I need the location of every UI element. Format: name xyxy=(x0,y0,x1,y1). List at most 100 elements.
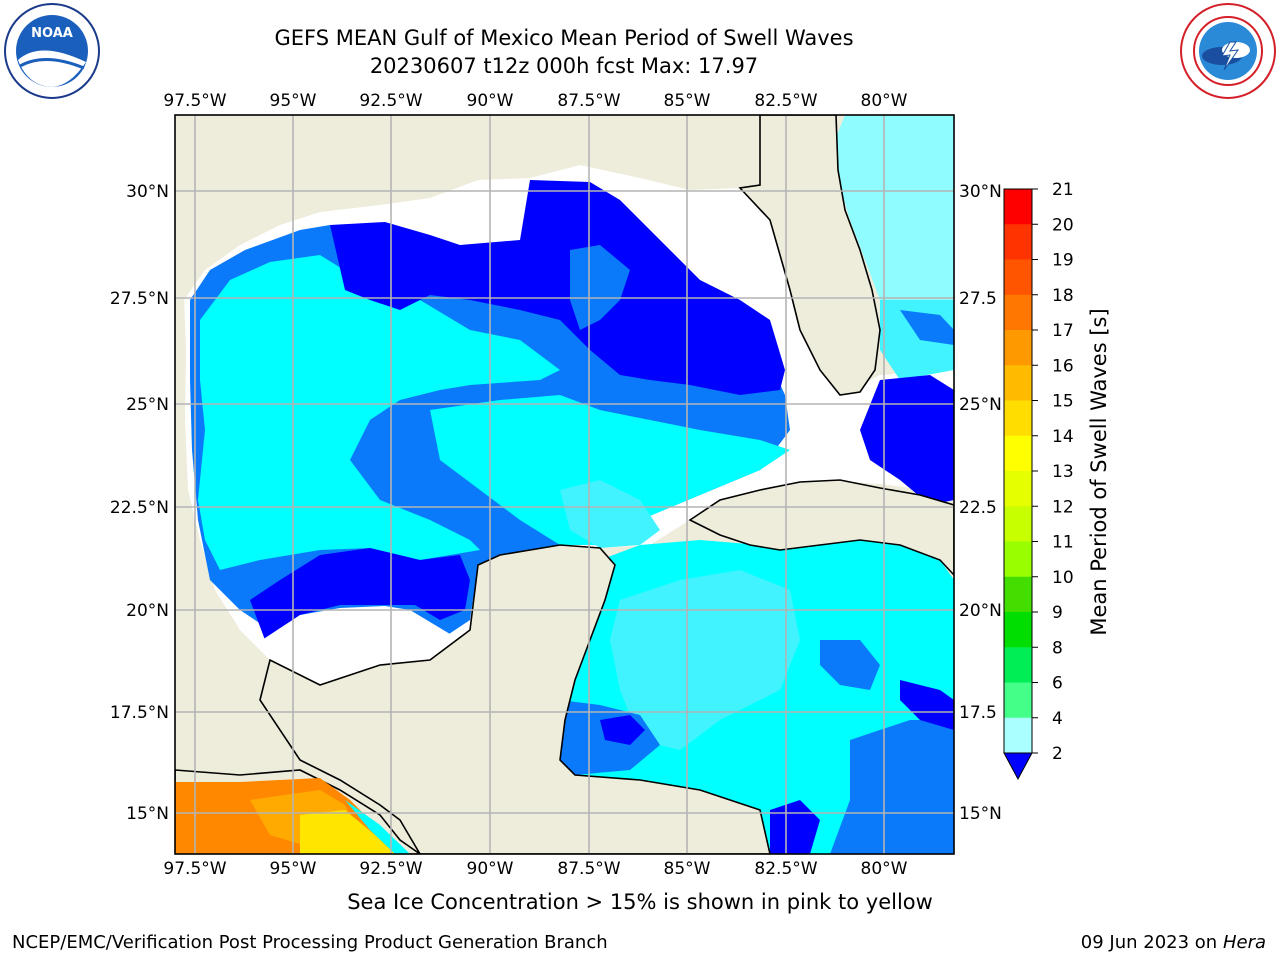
noaa-logo-text: NOAA xyxy=(31,26,73,41)
colorbar-tick-label: 9 xyxy=(1052,603,1063,623)
atlantic-strip-blue xyxy=(900,310,954,345)
colorbar-segment xyxy=(1004,647,1032,683)
lon-label-bottom: 92.5°W xyxy=(359,859,422,879)
nws-logo xyxy=(1180,3,1276,99)
swell-patch-blue xyxy=(570,245,630,330)
swell-patch-se-blue xyxy=(830,720,954,854)
colorbar-segment xyxy=(1004,717,1032,754)
colorbar-tick-label: 15 xyxy=(1052,392,1074,412)
colorbar-segment xyxy=(1004,541,1032,578)
lat-label-right: 20°N xyxy=(959,601,1002,621)
colorbar-tick-label: 14 xyxy=(1052,427,1074,447)
lat-label-left: 15°N xyxy=(126,804,169,824)
lat-label-right: 22.5 xyxy=(959,498,997,518)
colorbar-segment xyxy=(1004,224,1032,260)
lon-label-top: 97.5°W xyxy=(163,91,226,111)
no-data-campeche xyxy=(262,606,460,685)
lon-label-bottom: 87.5°W xyxy=(557,859,620,879)
swell-patch-honduras-dark xyxy=(600,715,645,745)
colorbar-tick-label: 11 xyxy=(1052,533,1074,553)
mexico-land xyxy=(259,544,771,854)
colorbar-segment xyxy=(1004,259,1032,296)
lat-label-left: 17.5°N xyxy=(110,703,169,723)
footer-credit: NCEP/EMC/Verification Post Processing Pr… xyxy=(12,932,608,953)
lon-label-top: 87.5°W xyxy=(557,91,620,111)
lon-labels-bottom: 97.5°W 95°W 92.5°W 90°W 87.5°W 85°W 82.5… xyxy=(163,859,907,879)
lat-label-left: 25°N xyxy=(126,395,169,415)
colorbar-segment xyxy=(1004,506,1032,542)
colorbar-tick-label: 17 xyxy=(1052,321,1074,341)
lat-label-left: 27.5°N xyxy=(110,289,169,309)
colorbar-tick-label: 8 xyxy=(1052,638,1063,658)
colorbar-segment xyxy=(1004,682,1032,719)
colorbar-tick-label: 6 xyxy=(1052,674,1063,694)
colorbar-tick-label: 16 xyxy=(1052,356,1074,376)
lat-label-left: 22.5°N xyxy=(110,498,169,518)
colorbar-tick-label: 4 xyxy=(1052,709,1063,729)
lon-label-top: 90°W xyxy=(467,91,514,111)
colorbar-segment xyxy=(1004,189,1032,225)
colorbar-segment xyxy=(1004,400,1032,437)
noaa-logo: NOAA xyxy=(4,3,100,99)
colorbar-segment xyxy=(1004,435,1032,472)
colorbar-title: Mean Period of Swell Waves [s] xyxy=(1087,308,1111,635)
lon-label-top: 85°W xyxy=(664,91,711,111)
colorbar: 21 20 19 18 17 16 15 14 13 12 11 10 9 8 6 4 2 xyxy=(1003,180,1074,781)
lon-label-bottom: 85°W xyxy=(664,859,711,879)
lat-label-right: 27.5 xyxy=(959,289,997,309)
footer-date-text: 09 Jun 2023 on xyxy=(1080,932,1218,953)
lon-labels-top: 97.5°W 95°W 92.5°W 90°W 87.5°W 85°W 82.5… xyxy=(163,91,907,111)
caption: Sea Ice Concentration > 15% is shown in … xyxy=(347,890,933,914)
lat-label-left: 20°N xyxy=(126,601,169,621)
colorbar-segment xyxy=(1004,294,1032,331)
lon-label-top: 80°W xyxy=(861,91,908,111)
swell-patch-caribbean-blue xyxy=(820,640,880,690)
colorbar-extend-triangle xyxy=(1003,752,1033,781)
colorbar-segment xyxy=(1004,471,1032,507)
colorbar-segment xyxy=(1004,612,1032,648)
footer-date: 09 Jun 2023 on Hera xyxy=(1081,932,1266,953)
colorbar-segment xyxy=(1004,365,1032,401)
lon-label-bottom: 82.5°W xyxy=(754,859,817,879)
footer-host: Hera xyxy=(1222,932,1266,953)
colorbar-tick-label: 19 xyxy=(1052,251,1074,271)
colorbar-tick-label: 2 xyxy=(1052,744,1063,764)
swell-patch-e-dark xyxy=(900,680,954,730)
pacific-yellow xyxy=(300,810,395,854)
lat-label-right: 25°N xyxy=(959,395,1002,415)
map-frame xyxy=(174,114,955,855)
map-panel xyxy=(175,115,954,854)
colorbar-tick-label: 13 xyxy=(1052,462,1074,482)
colorbar-tick-label: 12 xyxy=(1052,497,1074,517)
colorbar-segment xyxy=(1004,330,1032,366)
florida-land xyxy=(738,115,881,396)
colorbar-tick-label: 18 xyxy=(1052,286,1074,306)
swell-region-darkblue-south xyxy=(250,548,470,640)
lat-labels-left: 30°N 27.5°N 25°N 22.5°N 20°N 17.5°N 15°N xyxy=(110,182,169,824)
swell-patch-caribbean-light xyxy=(610,570,800,750)
colorbar-tick-label: 21 xyxy=(1052,180,1074,200)
lat-label-right: 15°N xyxy=(959,804,1002,824)
lat-label-right: 17.5 xyxy=(959,703,997,723)
lon-label-bottom: 95°W xyxy=(270,859,317,879)
lon-label-bottom: 90°W xyxy=(467,859,514,879)
swell-region-cyan xyxy=(198,255,560,570)
lon-label-top: 82.5°W xyxy=(754,91,817,111)
lon-label-top: 92.5°W xyxy=(359,91,422,111)
lon-label-top: 95°W xyxy=(270,91,317,111)
swell-patch-lightcyan xyxy=(560,480,660,548)
lon-label-bottom: 80°W xyxy=(861,859,908,879)
lat-labels-right: 30°N 27.5 25°N 22.5 20°N 17.5 15°N xyxy=(959,182,1002,824)
lat-label-left: 30°N xyxy=(126,182,169,202)
colorbar-segment xyxy=(1004,576,1032,613)
colorbar-tick-label: 10 xyxy=(1052,568,1074,588)
map-subtitle: 20230607 t12z 000h fcst Max: 17.97 xyxy=(369,54,759,78)
lat-label-right: 30°N xyxy=(959,182,1002,202)
lon-label-bottom: 97.5°W xyxy=(163,859,226,879)
map-title: GEFS MEAN Gulf of Mexico Mean Period of … xyxy=(274,26,854,50)
graticule xyxy=(175,115,954,854)
swell-region-darkblue-north xyxy=(330,180,785,395)
colorbar-tick-label: 20 xyxy=(1052,215,1074,235)
atlantic-water xyxy=(835,115,954,300)
